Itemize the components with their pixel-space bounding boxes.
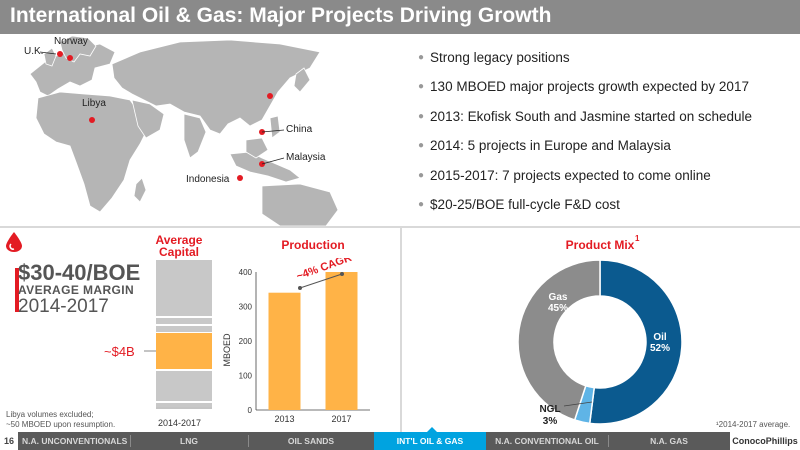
production-ytick-label: 200: [239, 337, 253, 346]
bullet-dot-icon: ●: [418, 140, 425, 152]
capital-bar-seg-1: [156, 318, 212, 324]
section-divider-vertical: [400, 226, 402, 432]
average-capital-title: Average Capital: [155, 233, 203, 259]
product-mix-chart: Gas 45% Oil 52% NGL 3%: [517, 259, 683, 427]
average-capital-graphic: [144, 260, 212, 409]
bullet-dot-icon: ●: [418, 198, 425, 210]
arabia-landmass: [131, 99, 165, 139]
margin-callout: $30-40/BOE AVERAGE MARGIN 2014-2017: [18, 262, 146, 317]
map-label-china: China: [286, 124, 313, 135]
production-ytick-label: 0: [248, 406, 253, 415]
map-label-indonesia: Indonesia: [186, 174, 230, 185]
bullet-item: ● $20-25/BOE full-cycle F&D cost: [418, 196, 620, 212]
tab-separator: [248, 435, 249, 447]
bullet-dot-icon: ●: [418, 81, 425, 93]
japan-landmass: [293, 67, 311, 93]
world-map: Norway U.K. Libya China Malaysia Indones…: [0, 34, 400, 226]
marker-uk: [57, 51, 63, 57]
capital-bar-top: [156, 260, 212, 316]
bullet-dot-icon: ●: [418, 52, 425, 63]
slice-label-gas: Gas: [549, 292, 568, 303]
australia-landmass: [261, 183, 339, 226]
active-tab-caret-icon: [427, 427, 437, 432]
map-label-libya: Libya: [82, 98, 106, 109]
product-mix-footnote-marker: 1: [635, 234, 640, 243]
cagr-end-dot: [340, 272, 344, 276]
capital-bar-highlight: [156, 333, 212, 369]
map-label-norway: Norway: [54, 36, 88, 47]
production-ylabel: MBOED: [222, 333, 232, 367]
production-ytick-label: 100: [239, 372, 253, 381]
donut-slice-gas: [517, 259, 601, 421]
slice-value-oil: 52%: [650, 343, 670, 354]
tab-na-conventional-oil[interactable]: N.A. CONVENTIONAL OIL: [495, 436, 599, 446]
slice-value-ngl: 3%: [543, 416, 558, 427]
world-map-graphic: [29, 35, 339, 226]
capital-bar-seg-2: [156, 326, 212, 332]
bullet-list: ● Strong legacy positions ● 130 MBOED majo…: [418, 50, 798, 226]
product-mix-title: Product Mix: [565, 238, 635, 252]
slice-label-ngl: NGL: [539, 404, 560, 415]
ngl-leader-line: [563, 401, 593, 407]
donut-slice-oil: [588, 259, 683, 425]
margin-years: 2014-2017: [18, 296, 109, 317]
bullet-item: ● 130 MBOED major projects growth expecte…: [418, 79, 749, 95]
bullet-item: ● 2013: Ekofisk South and Jasmine started…: [418, 108, 752, 124]
slice-label-oil: Oil: [653, 332, 667, 343]
tab-separator: [130, 435, 131, 447]
marker-indonesia: [237, 175, 243, 181]
tab-na-unconventionals[interactable]: N.A. UNCONVENTIONALS: [22, 436, 128, 446]
cagr-line: [299, 273, 343, 289]
production-category-label: 2013: [274, 414, 294, 424]
capital-value-label: ~$4B: [104, 344, 135, 359]
tab-lng[interactable]: LNG: [180, 436, 198, 446]
bullet-item: ● 2015-2017: 7 projects expected to come …: [418, 167, 711, 183]
tab-separator: [608, 435, 609, 447]
footnote-right: ¹2014-2017 average.: [716, 420, 791, 429]
production-ytick-label: 400: [239, 268, 253, 277]
capital-x-label: 2014-2017: [158, 418, 202, 428]
conocophillips-logo: ConocoPhillips: [730, 432, 800, 450]
footnote-left: Libya volumes excluded; ~50 MBOED upon r…: [6, 410, 116, 429]
slice-value-gas: 45%: [548, 303, 568, 314]
marker-libya: [89, 117, 95, 123]
marker-norway: [67, 55, 73, 61]
cagr-start-dot: [298, 286, 302, 290]
map-label-uk: U.K.: [24, 46, 44, 57]
capital-bar-bottom: [156, 371, 212, 401]
oil-drop-icon: [6, 232, 22, 252]
production-ytick-label: 300: [239, 303, 253, 312]
production-category-label: 2017: [331, 414, 351, 424]
capital-bar-base: [156, 403, 212, 407]
section-nav-bar: 16 N.A. UNCONVENTIONALS LNG OIL SANDS IN…: [0, 432, 800, 450]
asia-landmass: [111, 39, 321, 135]
africa-landmass: [35, 91, 149, 213]
bullet-dot-icon: ●: [418, 110, 425, 122]
borneo-landmass: [245, 137, 269, 159]
margin-label: AVERAGE MARGIN: [18, 283, 135, 297]
tab-oil-sands[interactable]: OIL SANDS: [287, 436, 335, 446]
production-bar-2017: [325, 272, 358, 410]
production-bar-2013: [268, 292, 301, 410]
map-label-malaysia: Malaysia: [286, 152, 326, 163]
bullet-item: ● 2014: 5 projects in Europe and Malaysia: [418, 138, 671, 154]
page-number: 16: [0, 432, 18, 450]
uk-landmass: [43, 47, 57, 67]
production-chart-title: Production: [281, 238, 345, 252]
tab-na-gas[interactable]: N.A. GAS: [650, 436, 688, 446]
marker-china: [267, 93, 273, 99]
philippines-landmass: [269, 115, 281, 139]
madagascar-landmass: [133, 177, 147, 203]
tab-intl-oil-gas[interactable]: INT'L OIL & GAS: [374, 432, 486, 450]
bullet-dot-icon: ●: [418, 169, 425, 181]
title-bar: International Oil & Gas: Major Projects …: [0, 0, 800, 34]
margin-value: $30-40/BOE: [18, 260, 141, 285]
bullet-item: ● Strong legacy positions: [418, 50, 570, 65]
page-title: International Oil & Gas: Major Projects …: [10, 4, 552, 27]
margin-accent-bar: [15, 268, 19, 312]
india-landmass: [183, 113, 207, 159]
